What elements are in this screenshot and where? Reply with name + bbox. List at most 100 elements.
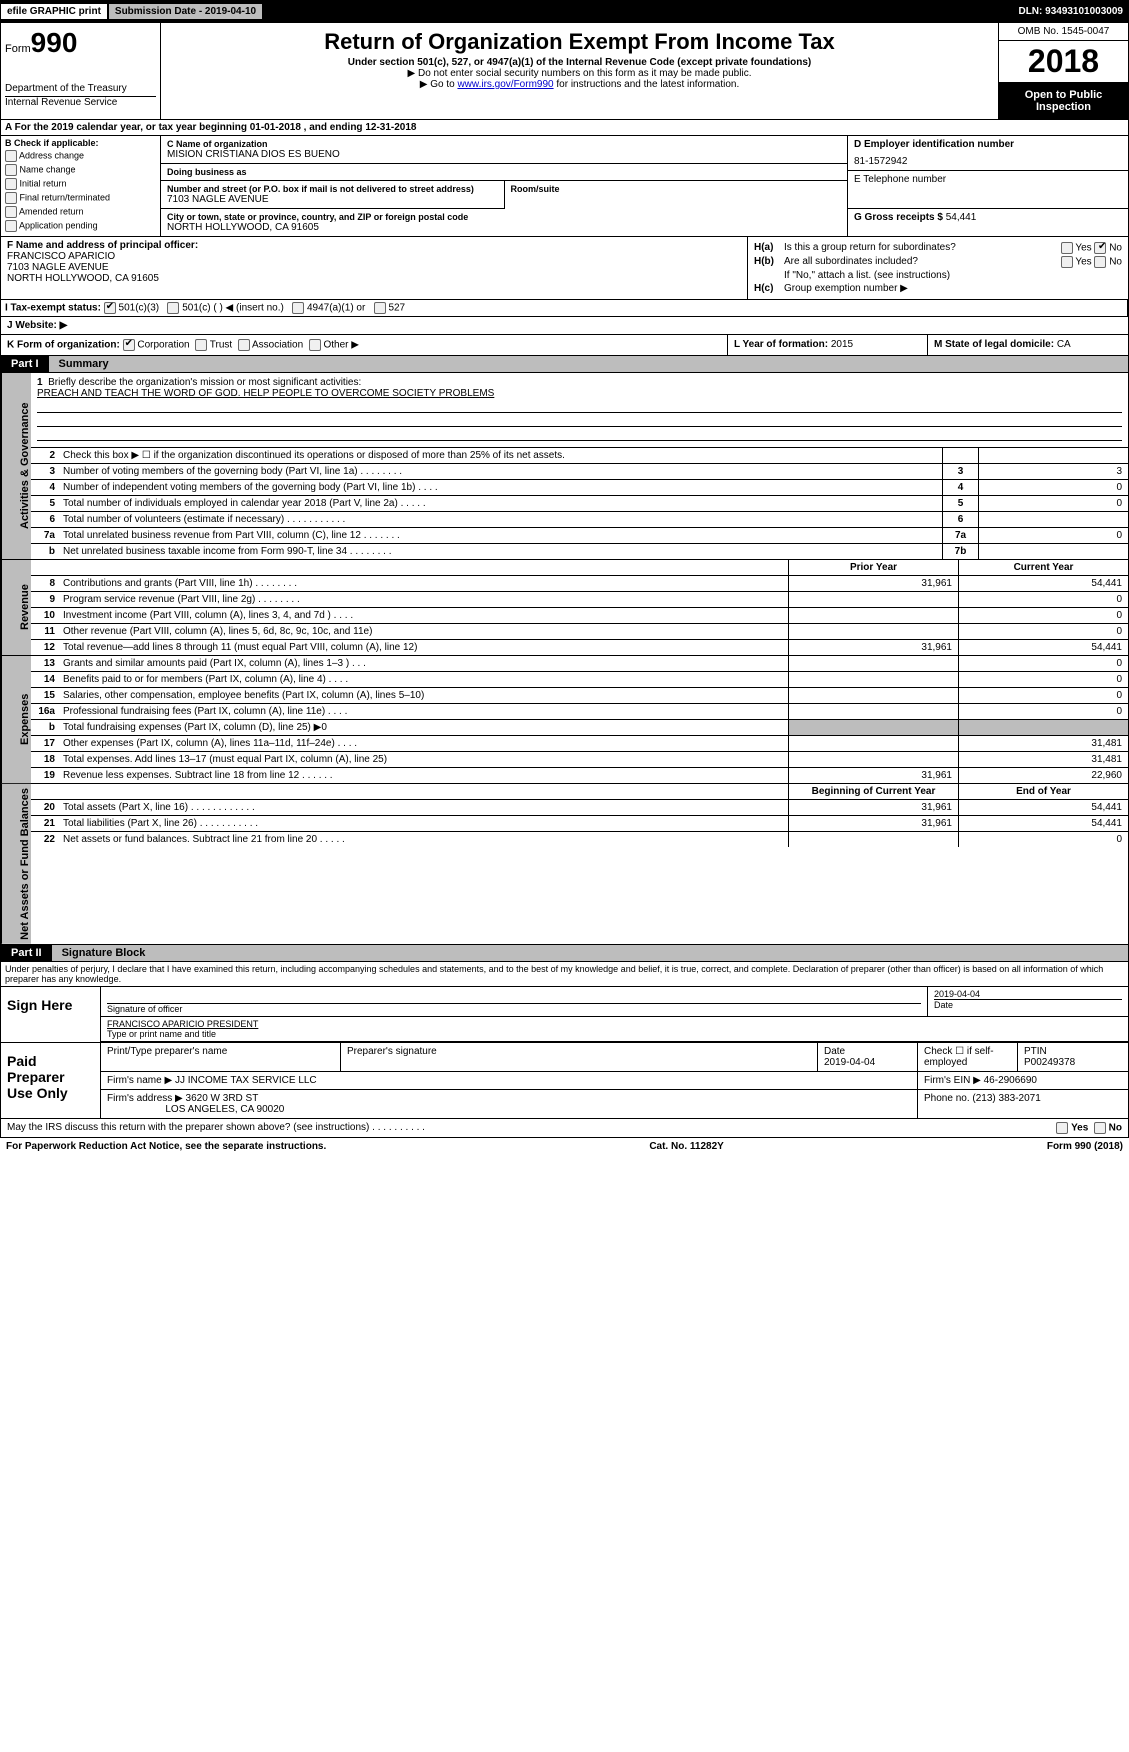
street-label: Number and street (or P.O. box if mail i… [167,184,498,194]
form-header: Form990 Department of the Treasury Inter… [0,22,1129,120]
signature-block: Under penalties of perjury, I declare th… [0,962,1129,1043]
data-row: 12Total revenue—add lines 8 through 11 (… [31,640,1128,655]
org-name-label: C Name of organization [167,139,841,149]
cb-501c[interactable] [167,302,179,314]
cb-association[interactable] [238,339,250,351]
cat-no: Cat. No. 11282Y [649,1141,723,1152]
vtab-expenses: Expenses [1,656,31,783]
data-row: 13Grants and similar amounts paid (Part … [31,656,1128,672]
form-title: Return of Organization Exempt From Incom… [165,29,994,55]
data-row: 20Total assets (Part X, line 16) . . . .… [31,800,1128,816]
group-return: H(a) Is this a group return for subordin… [748,237,1128,299]
hb-no[interactable] [1094,256,1106,268]
top-bar: efile GRAPHIC print Submission Date - 20… [0,0,1129,22]
org-name: MISION CRISTIANA DIOS ES BUENO [167,149,841,160]
mission-text: PREACH AND TEACH THE WORD OF GOD. HELP P… [37,388,494,399]
hb-yes[interactable] [1061,256,1073,268]
form-subtitle: Under section 501(c), 527, or 4947(a)(1)… [165,57,994,68]
cb-initial-return[interactable]: Initial return [5,178,156,190]
officer-name-label: Type or print name and title [107,1029,1122,1039]
data-row: 16aProfessional fundraising fees (Part I… [31,704,1128,720]
paperwork-notice: For Paperwork Reduction Act Notice, see … [6,1141,326,1152]
discuss-yes[interactable] [1056,1122,1068,1134]
rev-header: Prior Year Current Year [31,560,1128,576]
data-row: 17Other expenses (Part IX, column (A), l… [31,736,1128,752]
data-row: 10Investment income (Part VIII, column (… [31,608,1128,624]
discuss-no[interactable] [1094,1122,1106,1134]
cb-corporation[interactable] [123,339,135,351]
row-i-tax-exempt: I Tax-exempt status: 501(c)(3) 501(c) ( … [0,300,1129,317]
cb-4947[interactable] [292,302,304,314]
principal-officer: F Name and address of principal officer:… [1,237,748,299]
cb-amended-return[interactable]: Amended return [5,206,156,218]
row-a-tax-year: A For the 2019 calendar year, or tax yea… [0,120,1129,136]
city-label: City or town, state or province, country… [167,212,841,222]
sig-date: 2019-04-04 [934,989,1122,999]
submission-date: Submission Date - 2019-04-10 [108,3,263,20]
irs: Internal Revenue Service [5,96,156,108]
cb-527[interactable] [374,302,386,314]
paid-preparer-label: Paid Preparer Use Only [1,1043,101,1118]
ein-value: 81-1572942 [854,156,1122,167]
data-row: 14Benefits paid to or for members (Part … [31,672,1128,688]
data-row: 9Program service revenue (Part VIII, lin… [31,592,1128,608]
gross-receipts-label: G Gross receipts $ [854,212,943,223]
governance-section: Activities & Governance 1 Briefly descri… [0,373,1129,560]
gov-row: 2Check this box ▶ ☐ if the organization … [31,448,1128,464]
penalty-statement: Under penalties of perjury, I declare th… [1,962,1128,987]
ha-no[interactable] [1094,242,1106,254]
row-klm: K Form of organization: Corporation Trus… [0,335,1129,356]
ha-yes[interactable] [1061,242,1073,254]
gov-row: 7aTotal unrelated business revenue from … [31,528,1128,544]
gov-row: 3Number of voting members of the governi… [31,464,1128,480]
footer: For Paperwork Reduction Act Notice, see … [0,1138,1129,1155]
form-prefix: Form [5,43,31,55]
note-goto: ▶ Go to www.irs.gov/Form990 for instruct… [165,79,994,90]
data-row: 8Contributions and grants (Part VIII, li… [31,576,1128,592]
city-value: NORTH HOLLYWOOD, CA 91605 [167,222,841,233]
irs-link[interactable]: www.irs.gov/Form990 [457,79,553,90]
sign-here-label: Sign Here [1,987,101,1042]
sig-officer-label: Signature of officer [107,1003,921,1014]
gov-row: 4Number of independent voting members of… [31,480,1128,496]
part1-header: Part I Summary [0,356,1129,373]
form-ref: Form 990 (2018) [1047,1141,1123,1152]
expenses-section: Expenses 13Grants and similar amounts pa… [0,656,1129,784]
data-row: 21Total liabilities (Part X, line 26) . … [31,816,1128,832]
cb-trust[interactable] [195,339,207,351]
net-assets-section: Net Assets or Fund Balances Beginning of… [0,784,1129,945]
vtab-net-assets: Net Assets or Fund Balances [1,784,31,944]
cb-other[interactable] [309,339,321,351]
discuss-row: May the IRS discuss this return with the… [0,1119,1129,1138]
phone-label: E Telephone number [854,174,1122,185]
mission: 1 Briefly describe the organization's mi… [31,373,1128,448]
section-fh: F Name and address of principal officer:… [0,237,1129,300]
section-bcde: B Check if applicable: Address change Na… [0,136,1129,237]
vtab-governance: Activities & Governance [1,373,31,559]
na-header: Beginning of Current Year End of Year [31,784,1128,800]
cb-501c3[interactable] [104,302,116,314]
dba-label: Doing business as [167,167,841,177]
street-value: 7103 NAGLE AVENUE [167,194,498,205]
data-row: 19Revenue less expenses. Subtract line 1… [31,768,1128,783]
open-public: Open to Public Inspection [999,83,1128,119]
data-row: 18Total expenses. Add lines 13–17 (must … [31,752,1128,768]
omb-number: OMB No. 1545-0047 [999,23,1128,41]
gov-row: bNet unrelated business taxable income f… [31,544,1128,559]
cb-application-pending[interactable]: Application pending [5,220,156,232]
data-row: 22Net assets or fund balances. Subtract … [31,832,1128,847]
form-number: 990 [31,27,78,58]
gov-row: 5Total number of individuals employed in… [31,496,1128,512]
vtab-revenue: Revenue [1,560,31,655]
col-de: D Employer identification number 81-1572… [848,136,1128,236]
cb-address-change[interactable]: Address change [5,150,156,162]
cb-name-change[interactable]: Name change [5,164,156,176]
cb-final-return[interactable]: Final return/terminated [5,192,156,204]
note-ssn: ▶ Do not enter social security numbers o… [165,68,994,79]
col-c-org-info: C Name of organization MISION CRISTIANA … [161,136,848,236]
data-row: 11Other revenue (Part VIII, column (A), … [31,624,1128,640]
revenue-section: Revenue Prior Year Current Year 8Contrib… [0,560,1129,656]
data-row: 15Salaries, other compensation, employee… [31,688,1128,704]
room-label: Room/suite [511,184,842,194]
dept-treasury: Department of the Treasury [5,83,156,94]
